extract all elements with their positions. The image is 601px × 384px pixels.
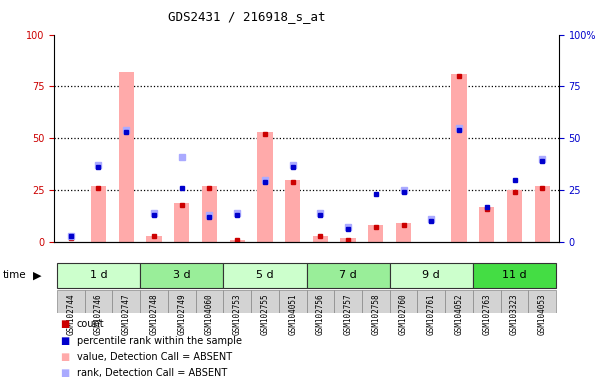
Text: GSM102763: GSM102763	[483, 293, 491, 335]
Bar	[146, 236, 162, 242]
Bar	[85, 290, 112, 313]
Bar	[445, 290, 473, 313]
Bar	[389, 290, 418, 313]
Bar	[251, 290, 279, 313]
Text: ■: ■	[60, 368, 69, 378]
Text: GSM102747: GSM102747	[122, 293, 130, 335]
Bar	[334, 290, 362, 313]
Bar	[368, 225, 383, 242]
Bar	[473, 290, 501, 313]
Bar	[451, 74, 467, 242]
Text: GSM104052: GSM104052	[454, 293, 463, 335]
Text: time: time	[3, 270, 26, 280]
Bar	[174, 202, 189, 242]
Text: GSM102761: GSM102761	[427, 293, 436, 335]
Bar	[279, 290, 307, 313]
Text: GSM102746: GSM102746	[94, 293, 103, 335]
Text: GDS2431 / 216918_s_at: GDS2431 / 216918_s_at	[168, 10, 326, 23]
Text: ▶: ▶	[33, 270, 41, 280]
Bar	[112, 290, 140, 313]
Text: GSM103323: GSM103323	[510, 293, 519, 335]
Text: 3 d: 3 d	[173, 270, 191, 280]
Bar	[507, 190, 522, 242]
Text: 11 d: 11 d	[502, 270, 527, 280]
Bar	[418, 290, 445, 313]
Text: 9 d: 9 d	[423, 270, 440, 280]
Bar	[389, 263, 473, 288]
Bar	[535, 186, 550, 242]
Bar	[285, 180, 300, 242]
Bar	[224, 290, 251, 313]
Bar	[195, 290, 224, 313]
Bar	[202, 186, 217, 242]
Bar	[396, 223, 411, 242]
Bar	[307, 263, 389, 288]
Text: count: count	[77, 319, 105, 329]
Text: ■: ■	[60, 319, 69, 329]
Bar	[57, 290, 85, 313]
Bar	[257, 132, 272, 242]
Text: ■: ■	[60, 352, 69, 362]
Bar	[230, 240, 245, 242]
Bar	[140, 263, 224, 288]
Bar	[57, 263, 140, 288]
Bar	[313, 236, 328, 242]
Bar	[224, 263, 307, 288]
Text: 7 d: 7 d	[339, 270, 357, 280]
Bar	[473, 263, 556, 288]
Bar	[341, 238, 356, 242]
Text: ■: ■	[60, 336, 69, 346]
Bar	[501, 290, 528, 313]
Bar	[91, 186, 106, 242]
Text: rank, Detection Call = ABSENT: rank, Detection Call = ABSENT	[77, 368, 227, 378]
Bar	[168, 290, 195, 313]
Text: GSM102756: GSM102756	[316, 293, 325, 335]
Text: GSM102757: GSM102757	[344, 293, 353, 335]
Bar	[140, 290, 168, 313]
Bar	[362, 290, 389, 313]
Text: 5 d: 5 d	[256, 270, 273, 280]
Text: percentile rank within the sample: percentile rank within the sample	[77, 336, 242, 346]
Text: GSM102749: GSM102749	[177, 293, 186, 335]
Text: GSM102744: GSM102744	[66, 293, 75, 335]
Bar	[528, 290, 556, 313]
Bar	[307, 290, 334, 313]
Text: GSM104051: GSM104051	[288, 293, 297, 335]
Text: value, Detection Call = ABSENT: value, Detection Call = ABSENT	[77, 352, 232, 362]
Text: GSM104053: GSM104053	[538, 293, 547, 335]
Text: GSM104060: GSM104060	[205, 293, 214, 335]
Text: 1 d: 1 d	[90, 270, 108, 280]
Text: GSM102758: GSM102758	[371, 293, 380, 335]
Bar	[479, 207, 495, 242]
Text: GSM102748: GSM102748	[150, 293, 159, 335]
Text: GSM102755: GSM102755	[260, 293, 269, 335]
Bar	[118, 72, 134, 242]
Text: GSM102753: GSM102753	[233, 293, 242, 335]
Text: GSM102760: GSM102760	[399, 293, 408, 335]
